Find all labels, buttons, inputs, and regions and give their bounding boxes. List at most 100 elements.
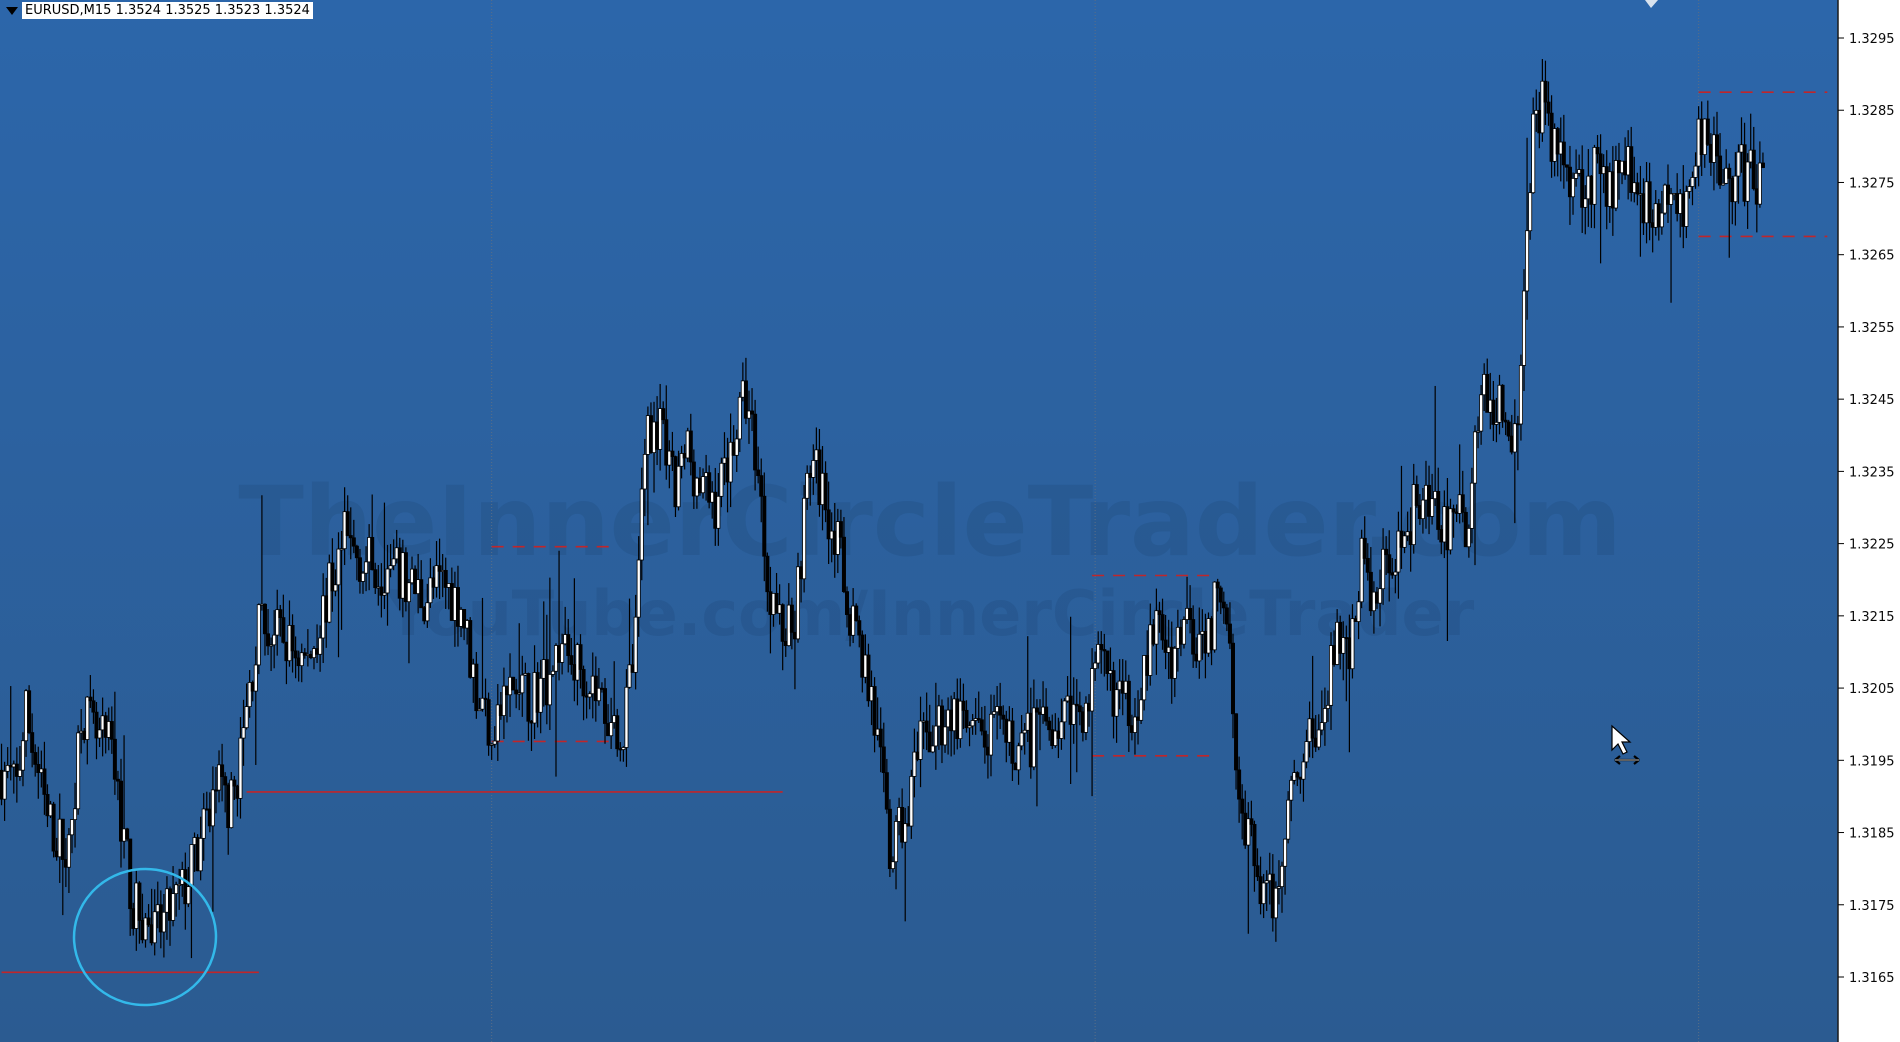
candle: [220, 743, 225, 802]
candle: [1163, 614, 1168, 670]
candle: [1047, 716, 1052, 741]
candle: [361, 571, 366, 594]
candle: [1157, 601, 1162, 633]
candle: [339, 530, 344, 630]
candle: [382, 502, 387, 610]
candle: [636, 536, 641, 637]
candle: [480, 597, 485, 712]
candle: [336, 532, 341, 658]
candle: [1635, 172, 1640, 206]
candle: [171, 866, 176, 927]
candle: [1083, 696, 1088, 741]
candle: [299, 643, 304, 683]
y-tick-label: 1.3195: [1849, 754, 1895, 769]
candle: [587, 691, 592, 710]
collapse-triangle-icon[interactable]: [6, 6, 18, 15]
candle: [1613, 145, 1618, 212]
candle: [569, 637, 574, 675]
candle: [1598, 134, 1603, 264]
candle: [511, 676, 516, 691]
candle: [428, 558, 433, 608]
candle: [866, 643, 871, 707]
candle: [1181, 616, 1186, 649]
candle: [1191, 605, 1196, 668]
candle: [489, 743, 494, 760]
candle: [1096, 631, 1101, 669]
candle: [1506, 419, 1511, 442]
candle: [615, 708, 620, 757]
candle: [1736, 144, 1741, 204]
candle: [903, 807, 908, 922]
candle: [1595, 135, 1600, 164]
candle: [1466, 524, 1471, 558]
candle: [998, 682, 1003, 730]
candle: [1684, 185, 1689, 239]
candle: [1264, 870, 1269, 912]
price-axis-labels: 1.3295 1.3285 1.3275 1.3265 1.3255 1.3245 1.32…: [1838, 32, 1895, 986]
candle: [1016, 742, 1021, 785]
candle: [1745, 153, 1750, 229]
candle: [112, 691, 117, 795]
candle: [391, 539, 396, 571]
candle: [1062, 698, 1067, 740]
y-tick-label: 1.3205: [1849, 682, 1895, 697]
candle: [1396, 511, 1401, 599]
y-tick-label: 1.3275: [1849, 176, 1895, 191]
candle: [1525, 137, 1530, 320]
candle: [94, 702, 99, 760]
candle: [1436, 467, 1441, 540]
candle: [229, 772, 234, 829]
candle: [73, 782, 78, 848]
annotation-circle[interactable]: [69, 864, 220, 1010]
candle: [198, 816, 203, 881]
candle: [1451, 504, 1456, 538]
horizontal-levels[interactable]: [1, 91, 1828, 974]
candle: [119, 758, 124, 868]
candle: [1402, 531, 1407, 554]
candle: [403, 547, 408, 612]
candle: [1727, 163, 1732, 258]
candle: [1230, 633, 1235, 739]
candle: [627, 598, 632, 689]
candle: [85, 696, 90, 765]
scroll-marker-icon[interactable]: [1645, 0, 1658, 8]
candle: [838, 509, 843, 549]
candle: [1234, 713, 1239, 790]
candle: [1246, 802, 1251, 934]
candle: [939, 699, 944, 764]
candle: [789, 597, 794, 650]
candle: [1751, 126, 1756, 191]
candle: [468, 617, 473, 679]
candle: [186, 866, 191, 908]
candle: [1212, 581, 1217, 653]
candle: [1010, 707, 1015, 782]
candle: [455, 565, 460, 647]
symbol-info-text: EURUSD,M15 1.3524 1.3525 1.3523 1.3524: [22, 2, 313, 19]
candle: [670, 431, 675, 471]
candle: [924, 692, 929, 751]
candle: [217, 750, 222, 803]
candle: [526, 672, 531, 741]
candle: [1319, 690, 1324, 736]
candles: [0, 59, 1765, 959]
candle: [1273, 881, 1278, 942]
symbol-label: EURUSD,M15: [25, 3, 112, 18]
candle: [434, 541, 439, 598]
price-axis[interactable]: [1838, 0, 1900, 1042]
candle: [1148, 603, 1153, 686]
candle: [547, 577, 552, 730]
candle: [1718, 133, 1723, 189]
candle: [841, 517, 846, 594]
candle: [1469, 467, 1474, 544]
candle: [737, 391, 742, 453]
candle: [1249, 800, 1254, 837]
candle: [633, 594, 638, 690]
candle: [1295, 771, 1300, 787]
candle: [890, 856, 895, 873]
candle: [425, 583, 430, 628]
candle: [642, 438, 647, 517]
candle: [1356, 591, 1361, 640]
candle: [1721, 169, 1726, 186]
